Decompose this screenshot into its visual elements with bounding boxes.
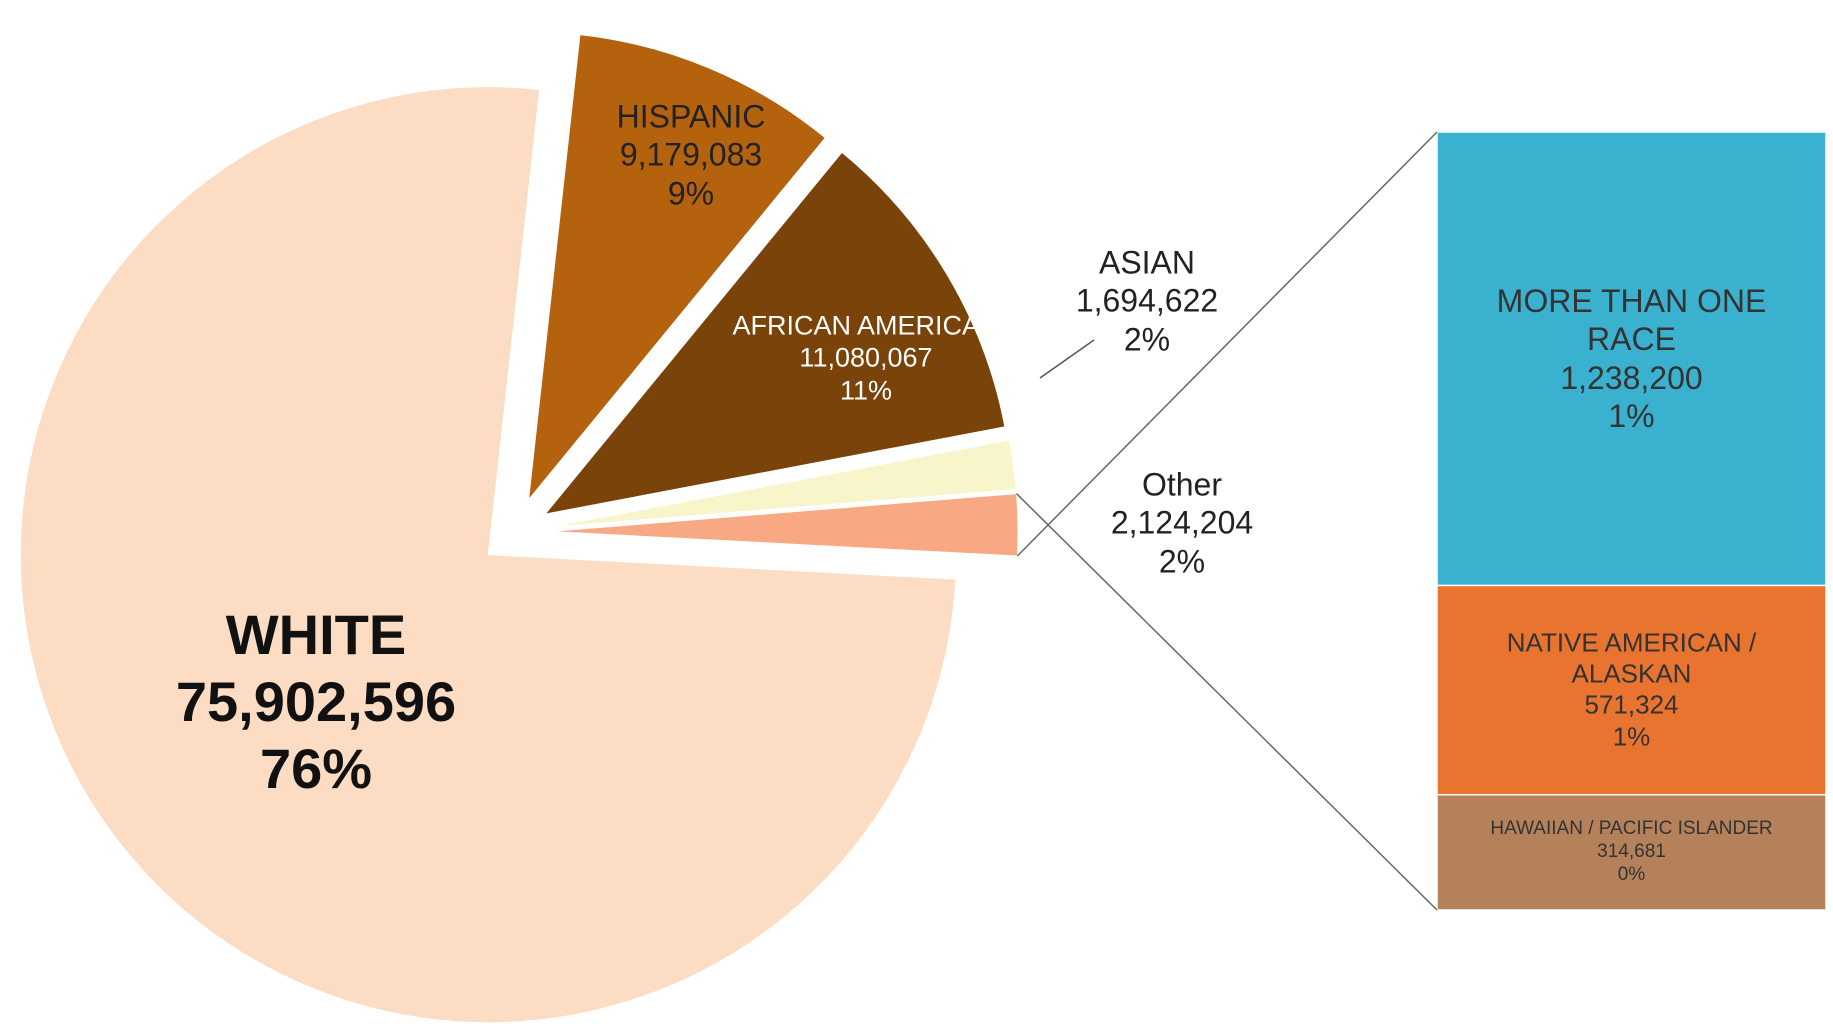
percent-label: 76% xyxy=(259,737,373,801)
value-label: 1,238,200 xyxy=(1560,359,1703,396)
value-label: 75,902,596 xyxy=(175,670,457,734)
leader-line xyxy=(1039,339,1095,379)
category-label: ASIAN xyxy=(1098,244,1196,281)
percent-label: 2% xyxy=(1123,321,1171,358)
connector-line xyxy=(1016,131,1438,557)
data-label: NATIVE AMERICAN / ALASKAN 571,324 1% xyxy=(1449,628,1814,753)
pie-slice xyxy=(549,439,1017,528)
percent-label: 2% xyxy=(1158,543,1206,580)
data-label: AFRICAN AMERICAN 11,080,067 11% xyxy=(732,309,999,406)
pie-slice xyxy=(527,34,827,502)
data-label: Other 2,124,204 2% xyxy=(1111,465,1253,580)
percent-label: 0% xyxy=(1617,863,1646,885)
data-label: WHITE 75,902,596 76% xyxy=(176,601,456,803)
value-label: 571,324 xyxy=(1584,690,1679,721)
percent-label: 1% xyxy=(1608,398,1655,435)
category-label: Other xyxy=(1141,466,1223,503)
category-label: MORE THAN ONE RACE xyxy=(1496,282,1767,358)
category-label: HISPANIC xyxy=(616,98,766,135)
percent-label: 9% xyxy=(667,175,715,212)
pie-slice xyxy=(543,151,1006,515)
data-label: HAWAIIAN / PACIFIC ISLANDER 314,681 0% xyxy=(1449,818,1814,886)
category-label: HAWAIIAN / PACIFIC ISLANDER xyxy=(1490,818,1773,840)
bar-segment xyxy=(1436,584,1827,796)
category-label: WHITE xyxy=(225,603,407,667)
value-label: 1,694,622 xyxy=(1075,282,1219,319)
data-label: ASIAN 1,694,622 2% xyxy=(1076,243,1218,358)
data-label: MORE THAN ONE RACE 1,238,200 1% xyxy=(1449,282,1814,436)
pie-slice xyxy=(19,86,957,1024)
category-label: NATIVE AMERICAN / ALASKAN xyxy=(1506,627,1757,689)
value-label: 2,124,204 xyxy=(1110,504,1254,541)
value-label: 314,681 xyxy=(1597,840,1666,862)
value-label: 11,080,067 xyxy=(799,342,933,373)
percent-label: 11% xyxy=(839,375,893,406)
category-label: AFRICAN AMERICAN xyxy=(732,310,1000,341)
connector-line xyxy=(1015,493,1438,911)
data-label: HISPANIC 9,179,083 9% xyxy=(617,97,766,212)
percent-label: 1% xyxy=(1612,721,1651,752)
bar-segment xyxy=(1436,793,1827,911)
bar-segment xyxy=(1436,131,1827,587)
value-label: 9,179,083 xyxy=(619,136,763,173)
